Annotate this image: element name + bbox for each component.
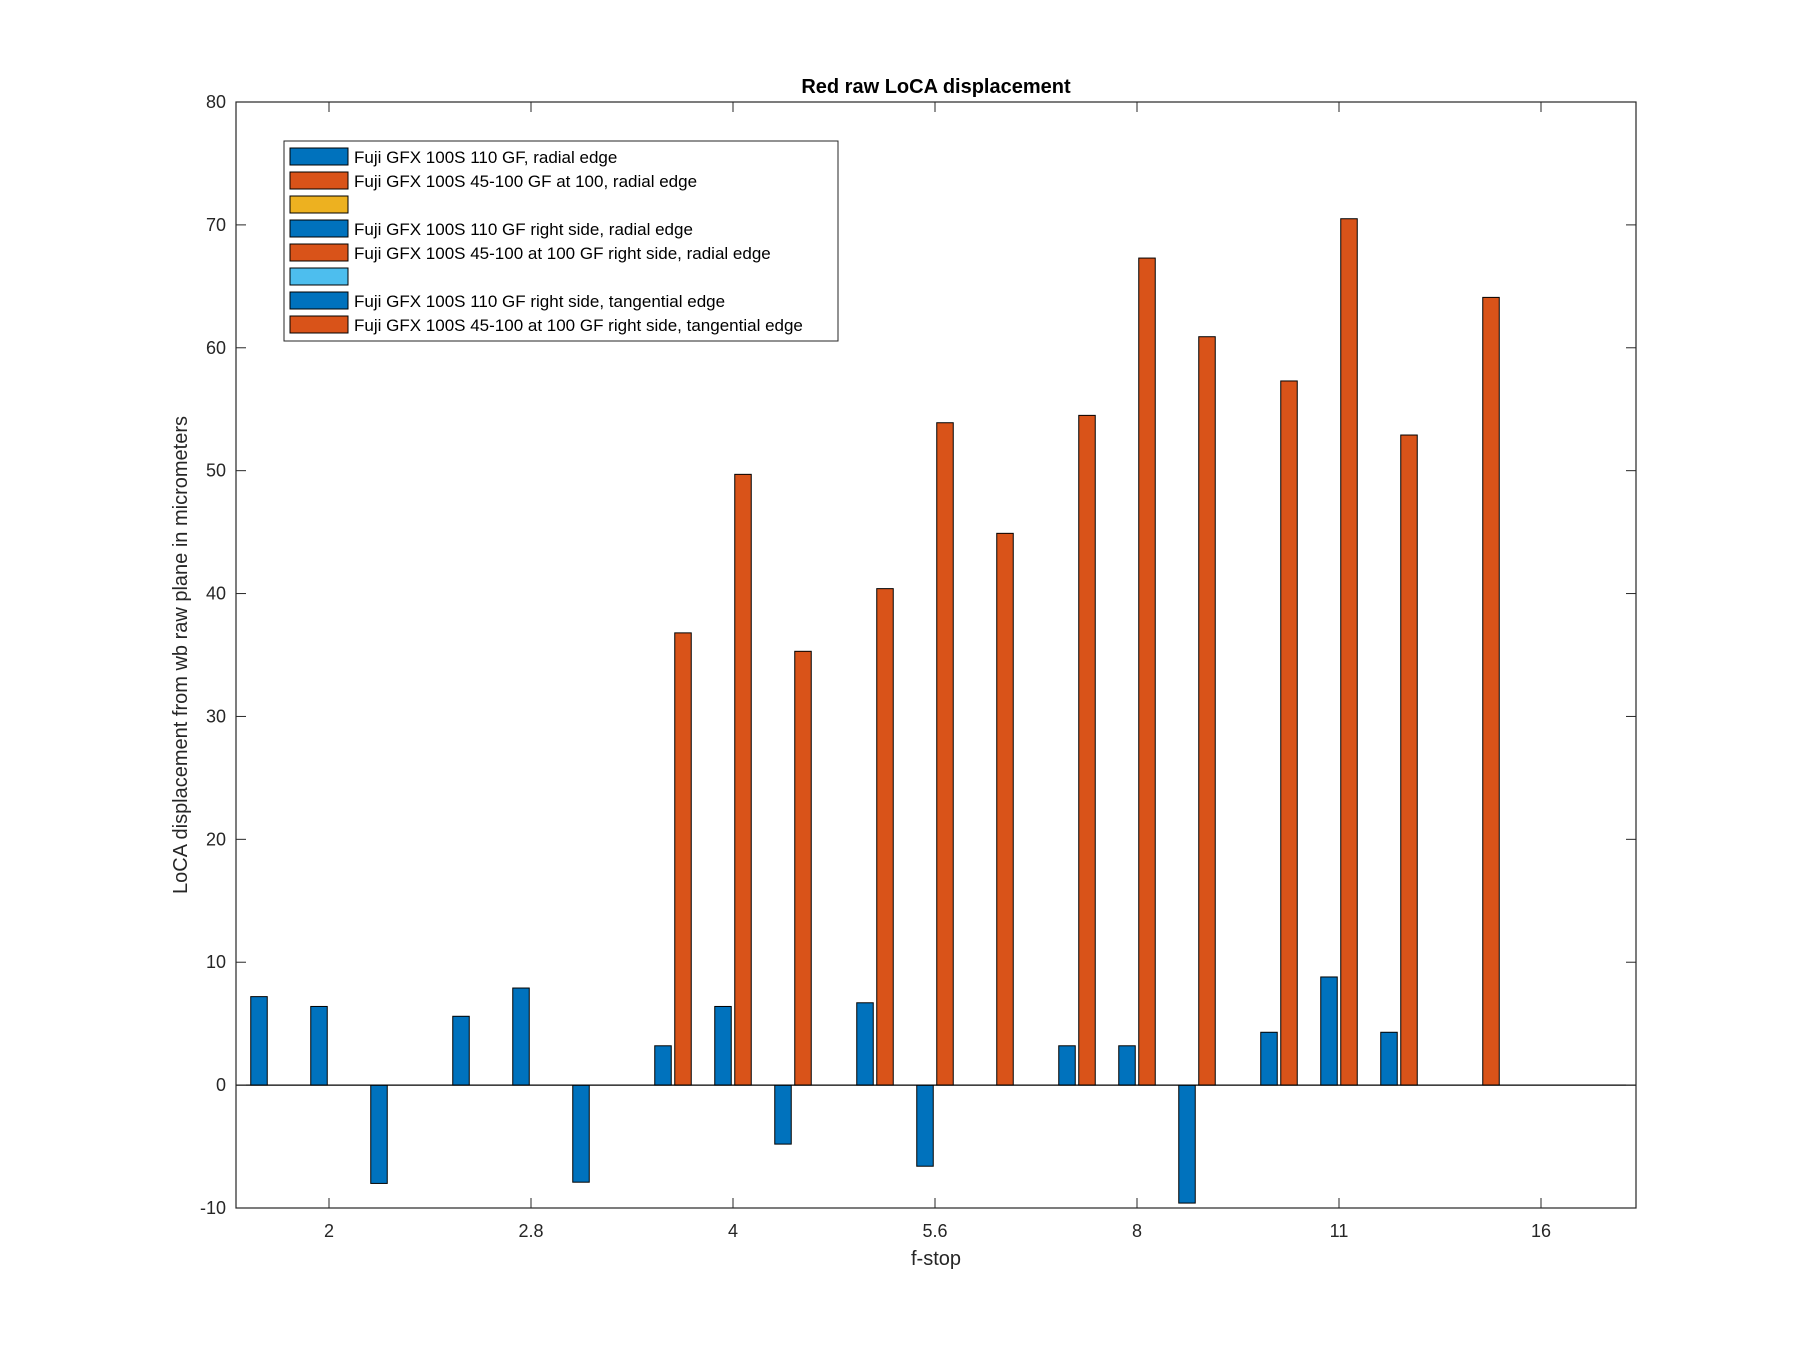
bar bbox=[674, 632, 692, 1086]
x-tick-label: 4 bbox=[728, 1221, 738, 1241]
bar bbox=[310, 1005, 328, 1086]
bar bbox=[1320, 976, 1338, 1086]
bar bbox=[370, 1084, 388, 1184]
legend-swatch bbox=[289, 219, 349, 238]
legend-entry: Fuji GFX 100S 110 GF, radial edge bbox=[354, 148, 617, 167]
legend-entry: Fuji GFX 100S 45-100 at 100 GF right sid… bbox=[354, 316, 803, 335]
y-tick-label: -10 bbox=[200, 1198, 226, 1218]
x-tick-label: 16 bbox=[1531, 1221, 1551, 1241]
bar bbox=[714, 1005, 732, 1086]
bar bbox=[856, 1002, 874, 1086]
legend: Fuji GFX 100S 110 GF, radial edge Fuji GF… bbox=[283, 140, 839, 342]
bar bbox=[996, 532, 1014, 1086]
legend-swatch bbox=[289, 291, 349, 310]
x-tick-label: 11 bbox=[1330, 1221, 1349, 1241]
bar bbox=[1178, 1084, 1196, 1204]
y-tick-label: 60 bbox=[206, 338, 226, 358]
bar bbox=[1400, 434, 1418, 1086]
legend-swatch bbox=[289, 147, 349, 166]
plot-area bbox=[235, 101, 1637, 1209]
y-tick-label: 70 bbox=[206, 215, 226, 235]
legend-entry: Fuji GFX 100S 45-100 at 100 GF right sid… bbox=[354, 244, 771, 263]
bars-group bbox=[250, 218, 1500, 1204]
bar bbox=[1482, 296, 1500, 1086]
bar bbox=[916, 1084, 934, 1167]
legend-entry: Fuji GFX 100S 110 GF right side, tangent… bbox=[354, 292, 725, 311]
bar bbox=[1078, 414, 1096, 1086]
axis-ticks: -10 0 10 20 30 40 50 60 70 80 2 2.8 4 5.6 8 11 16 bbox=[200, 92, 1636, 1241]
legend-swatch bbox=[289, 195, 349, 214]
bar bbox=[1118, 1045, 1136, 1086]
bar bbox=[1340, 218, 1358, 1086]
y-tick-label: 0 bbox=[216, 1075, 226, 1095]
y-tick-label: 50 bbox=[206, 461, 226, 481]
bar bbox=[572, 1084, 590, 1183]
bar bbox=[1280, 380, 1298, 1086]
bar bbox=[1260, 1031, 1278, 1086]
chart-title: Red raw LoCA displacement bbox=[801, 76, 1071, 98]
bar bbox=[1058, 1045, 1076, 1086]
y-tick-label: 40 bbox=[206, 584, 226, 604]
bar bbox=[936, 422, 954, 1086]
bar bbox=[774, 1084, 792, 1145]
bar bbox=[452, 1015, 470, 1086]
y-tick-label: 80 bbox=[206, 92, 226, 112]
y-tick-label: 10 bbox=[206, 952, 226, 972]
bar bbox=[654, 1045, 672, 1086]
legend-swatch bbox=[289, 315, 349, 334]
x-axis-label: f-stop bbox=[911, 1248, 961, 1270]
legend-swatch bbox=[289, 243, 349, 262]
x-tick-label: 2 bbox=[324, 1221, 334, 1241]
x-tick-label: 2.8 bbox=[518, 1221, 543, 1241]
legend-swatch bbox=[289, 267, 349, 286]
bar bbox=[1198, 336, 1216, 1086]
x-tick-label: 5.6 bbox=[922, 1221, 947, 1241]
legend-swatch bbox=[289, 171, 349, 190]
bar bbox=[1380, 1031, 1398, 1086]
bar bbox=[1138, 257, 1156, 1086]
bar bbox=[734, 473, 752, 1086]
legend-entry: Fuji GFX 100S 110 GF right side, radial … bbox=[354, 220, 693, 239]
y-tick-label: 30 bbox=[206, 706, 226, 726]
y-tick-label: 20 bbox=[206, 829, 226, 849]
bar bbox=[876, 588, 894, 1086]
bar bbox=[512, 987, 530, 1086]
bar bbox=[250, 996, 268, 1086]
bar bbox=[794, 650, 812, 1086]
legend-entry: Fuji GFX 100S 45-100 GF at 100, radial e… bbox=[354, 172, 697, 191]
x-tick-label: 8 bbox=[1132, 1221, 1142, 1241]
y-axis-label: LoCA displacement from wb raw plane in m… bbox=[170, 416, 192, 894]
legend-box bbox=[283, 140, 839, 342]
